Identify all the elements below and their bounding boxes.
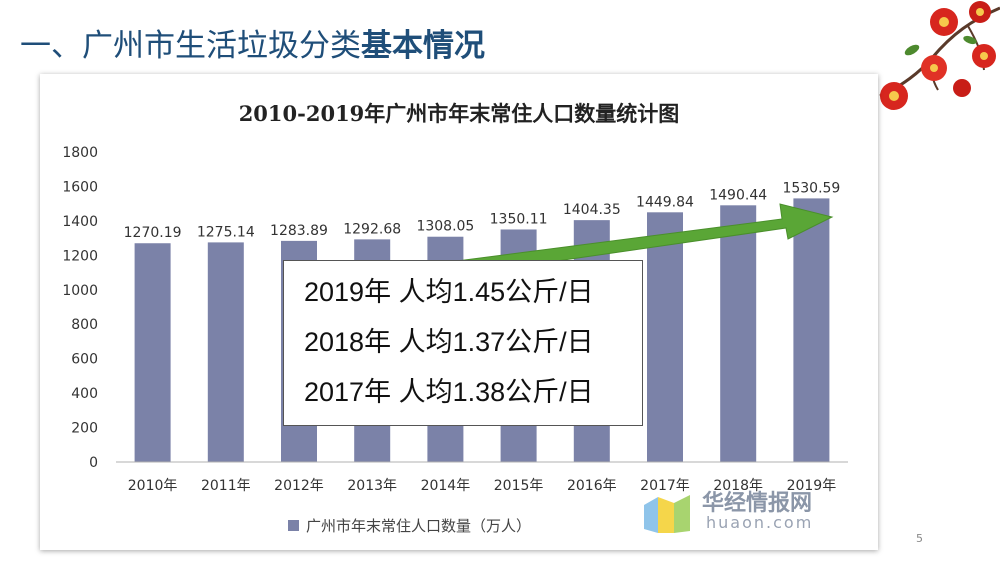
per-capita-info-box: 2019年 人均1.45公斤/日 2018年 人均1.37公斤/日 2017年 …	[283, 260, 643, 426]
x-tick-label: 2013年	[347, 478, 397, 494]
y-tick-label: 800	[71, 317, 98, 333]
legend-swatch	[288, 520, 299, 531]
bar-value-label: 1350.11	[490, 211, 548, 227]
chart-title: 2010-2019年广州市年末常住人口数量统计图	[239, 101, 680, 126]
slide-title-bold: 基本情况	[361, 28, 485, 64]
bar-value-label: 1530.59	[782, 180, 840, 196]
watermark-logo-icon	[644, 495, 690, 533]
info-line-2019: 2019年 人均1.45公斤/日	[304, 277, 594, 307]
y-tick-label: 600	[71, 352, 98, 368]
bar-value-label: 1270.19	[124, 225, 182, 241]
y-tick-label: 1800	[62, 145, 98, 161]
y-axis-tick-labels: 0 200 400 600 800 1000 1200 1400 1600 1800	[62, 145, 98, 471]
bar	[647, 212, 683, 462]
legend-label: 广州市年末常住人口数量（万人）	[306, 517, 531, 535]
y-tick-label: 1000	[62, 283, 98, 299]
bar-value-label: 1308.05	[416, 219, 474, 235]
watermark-name: 华经情报网	[702, 491, 813, 516]
bar	[134, 243, 171, 462]
bar-value-label: 1275.14	[197, 224, 255, 240]
bar-value-label: 1449.84	[636, 194, 694, 210]
slide-title: 一、广州市生活垃圾分类基本情况	[20, 20, 485, 65]
watermark-domain: huaon.com	[706, 513, 814, 532]
bar	[793, 198, 830, 463]
x-tick-label: 2019年	[787, 478, 837, 494]
x-tick-label: 2010年	[128, 478, 178, 494]
plum-blossom-decoration	[879, 1, 1000, 110]
x-tick-label: 2012年	[274, 478, 324, 494]
bar-value-label: 1292.68	[343, 221, 401, 237]
slide-title-normal: 一、广州市生活垃圾分类	[20, 28, 361, 64]
bar-value-label: 1283.89	[270, 223, 328, 239]
page-number: 5	[916, 532, 923, 545]
bar-value-label: 1490.44	[709, 187, 767, 203]
y-tick-label: 200	[71, 421, 98, 437]
chart-legend: 广州市年末常住人口数量（万人）	[288, 517, 531, 535]
bar	[720, 205, 757, 462]
info-line-2017: 2017年 人均1.38公斤/日	[304, 377, 594, 407]
x-tick-label: 2018年	[713, 478, 763, 494]
y-tick-label: 0	[89, 455, 98, 471]
x-tick-label: 2016年	[567, 478, 617, 494]
bar-value-label: 1404.35	[563, 202, 621, 218]
x-tick-label: 2014年	[421, 478, 471, 494]
info-line-2018: 2018年 人均1.37公斤/日	[304, 327, 594, 357]
x-tick-label: 2017年	[640, 478, 690, 494]
y-tick-label: 400	[71, 386, 98, 402]
y-tick-label: 1200	[62, 248, 98, 264]
x-tick-label: 2015年	[494, 478, 544, 494]
watermark: 华经情报网 huaon.com	[644, 485, 854, 535]
y-tick-label: 1600	[62, 179, 98, 195]
x-axis-tick-labels: 2010年 2011年 2012年 2013年 2014年 2015年 2016年 2017年…	[128, 478, 836, 494]
y-tick-label: 1400	[62, 214, 98, 230]
bar	[207, 242, 244, 462]
x-tick-label: 2011年	[201, 478, 251, 494]
